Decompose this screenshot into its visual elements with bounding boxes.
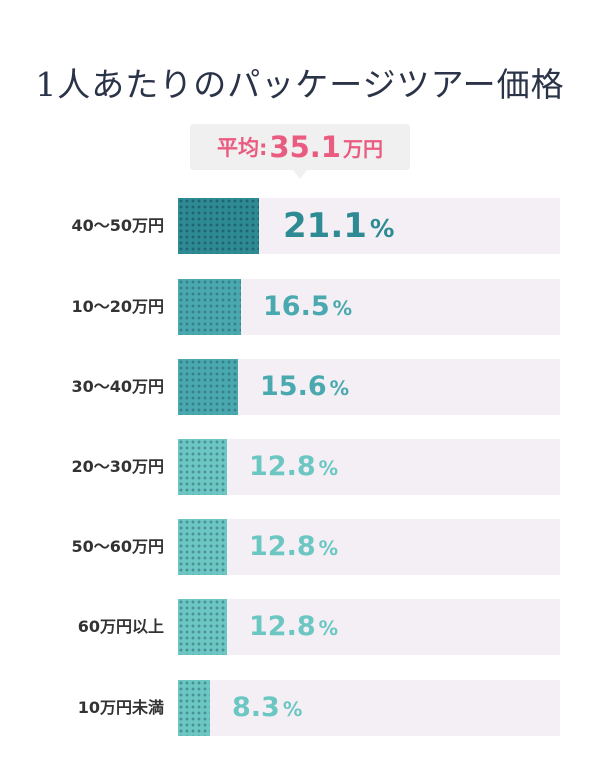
value-percent: %: [318, 617, 339, 640]
category-label: 20〜30万円: [71, 457, 164, 476]
value-percent: %: [369, 214, 395, 243]
bar-track: 21.1%: [178, 198, 560, 254]
average-callout: 平均: 35.1 万円: [190, 124, 410, 179]
bar-fill: [178, 519, 227, 575]
category-label: 10〜20万円: [71, 297, 164, 316]
bar-row: 40〜50万円 21.1%: [0, 198, 600, 254]
category-label: 10万円未満: [77, 698, 164, 717]
bar-fill: [178, 198, 259, 254]
bar-value: 12.8%: [249, 599, 338, 655]
bar-row: 20〜30万円 12.8%: [0, 439, 600, 495]
average-unit: 万円: [342, 136, 383, 161]
bar-row: 30〜40万円 15.6%: [0, 359, 600, 415]
value-percent: %: [332, 297, 353, 320]
bar-row: 10万円未満 8.3%: [0, 680, 600, 736]
average-value: 35.1: [269, 130, 341, 164]
category-label: 60万円以上: [77, 617, 164, 636]
bar-fill: [178, 680, 210, 736]
bar-fill: [178, 439, 227, 495]
bar-fill: [178, 279, 241, 335]
category-label: 50〜60万円: [71, 537, 164, 556]
value-percent: %: [318, 457, 339, 480]
bar-track: 8.3%: [178, 680, 560, 736]
value-number: 12.8: [249, 451, 316, 482]
bar-row: 10〜20万円 16.5%: [0, 279, 600, 335]
bar-fill: [178, 359, 238, 415]
chart-title: 1人あたりのパッケージツアー価格: [35, 65, 565, 104]
bar-row: 50〜60万円 12.8%: [0, 519, 600, 575]
value-percent: %: [329, 377, 350, 400]
bar-value: 15.6%: [260, 359, 349, 415]
bar-value: 12.8%: [249, 519, 338, 575]
bar-value: 21.1%: [283, 198, 394, 254]
bar-track: 12.8%: [178, 599, 560, 655]
value-percent: %: [282, 698, 303, 721]
category-label: 40〜50万円: [71, 216, 164, 235]
value-number: 16.5: [263, 291, 330, 322]
value-number: 12.8: [249, 531, 316, 562]
bar-fill: [178, 599, 227, 655]
bar-track: 16.5%: [178, 279, 560, 335]
category-label: 30〜40万円: [71, 377, 164, 396]
bar-value: 12.8%: [249, 439, 338, 495]
value-number: 21.1: [283, 206, 367, 246]
bar-value: 8.3%: [232, 680, 302, 736]
bar-track: 15.6%: [178, 359, 560, 415]
bar-track: 12.8%: [178, 519, 560, 575]
value-percent: %: [318, 537, 339, 560]
bar-value: 16.5%: [263, 279, 352, 335]
bar-track: 12.8%: [178, 439, 560, 495]
value-number: 8.3: [232, 692, 280, 723]
average-label: 平均:: [217, 136, 268, 160]
value-number: 12.8: [249, 611, 316, 642]
value-number: 15.6: [260, 371, 327, 402]
bar-row: 60万円以上 12.8%: [0, 599, 600, 655]
